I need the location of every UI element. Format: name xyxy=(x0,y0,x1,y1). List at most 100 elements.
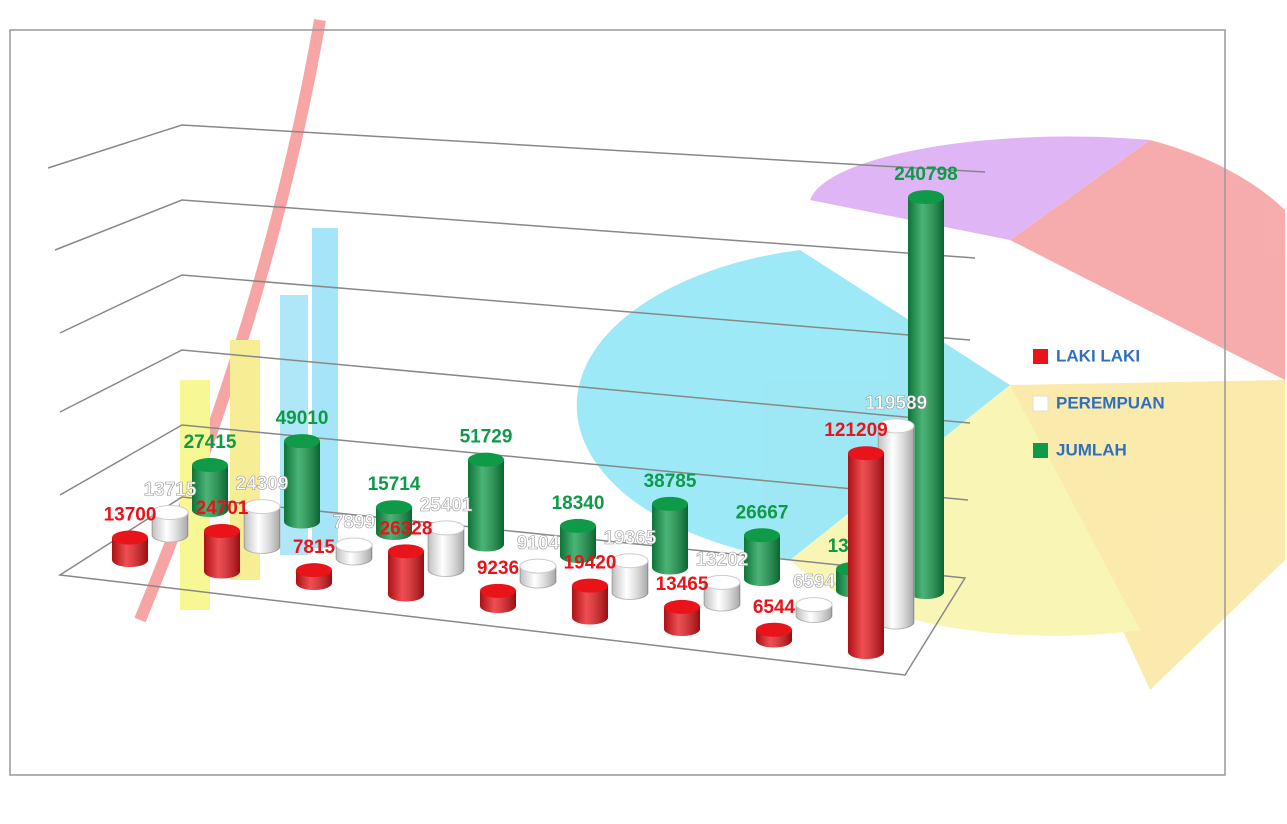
bar-shade xyxy=(468,459,504,552)
bar xyxy=(848,446,884,659)
bar-shade xyxy=(204,530,240,579)
bar-top xyxy=(744,528,780,543)
bar-top xyxy=(572,578,608,593)
bar xyxy=(427,520,465,577)
value-label: 240798 xyxy=(894,164,957,185)
bar-top xyxy=(480,583,516,598)
bar-shade xyxy=(284,441,320,529)
bar-top xyxy=(795,597,833,613)
bar xyxy=(468,452,504,552)
bar xyxy=(519,558,557,589)
bar-shade xyxy=(428,527,464,577)
bar-top xyxy=(652,496,688,511)
value-label: 15714 xyxy=(368,474,421,495)
value-label: 24701 xyxy=(196,498,249,519)
bar-top xyxy=(560,518,596,533)
bar-top xyxy=(204,523,240,538)
legend-swatch xyxy=(1033,443,1048,458)
value-label: 9236 xyxy=(477,558,519,579)
value-label: 121209 xyxy=(824,420,887,441)
bar xyxy=(388,544,424,602)
bar-top xyxy=(192,458,228,473)
bar xyxy=(756,622,792,648)
bar xyxy=(376,500,412,540)
value-label: 27415 xyxy=(184,432,237,453)
bar-shade xyxy=(112,537,148,567)
value-label: 9104 xyxy=(517,533,560,554)
bar xyxy=(703,574,741,612)
legend-label: LAKI LAKI xyxy=(1056,346,1140,365)
bar-shade xyxy=(848,453,884,659)
bar-shade xyxy=(652,503,688,575)
value-label: 7815 xyxy=(293,537,336,558)
value-label: 13700 xyxy=(104,505,157,526)
bar-top xyxy=(335,537,373,553)
bar xyxy=(744,528,780,586)
value-label: 38785 xyxy=(644,471,697,492)
bar xyxy=(908,190,944,599)
bar xyxy=(480,583,516,613)
legend-label: PEREMPUAN xyxy=(1056,393,1165,412)
bar xyxy=(192,458,228,517)
bar-top xyxy=(519,558,557,574)
bar-top xyxy=(376,500,412,515)
value-label: 13202 xyxy=(696,549,749,570)
bar-shade xyxy=(388,551,424,602)
bar-top xyxy=(112,530,148,545)
value-label: 25401 xyxy=(420,495,473,516)
legend-swatch xyxy=(1032,395,1049,412)
bar xyxy=(877,418,915,630)
legend-swatch xyxy=(1033,349,1048,364)
bar xyxy=(560,518,596,563)
bar xyxy=(112,530,148,567)
legend-label: JUMLAH xyxy=(1056,440,1127,459)
value-label: 7899 xyxy=(333,512,375,533)
bar-top xyxy=(468,452,504,467)
bar-top xyxy=(908,190,944,205)
bar-shade xyxy=(704,582,740,611)
bar xyxy=(243,499,281,554)
bar-shade xyxy=(560,525,596,563)
value-label: 119589 xyxy=(865,393,927,414)
bar-top xyxy=(756,622,792,637)
value-label: 49010 xyxy=(276,408,329,429)
bar-top xyxy=(611,553,649,569)
bar xyxy=(652,496,688,575)
bar xyxy=(664,599,700,636)
bar-top xyxy=(848,446,884,461)
bar-top xyxy=(151,505,189,521)
value-label: 13465 xyxy=(656,574,709,595)
value-label: 13715 xyxy=(144,480,197,501)
value-label: 19365 xyxy=(604,528,657,549)
value-label: 51729 xyxy=(460,427,513,448)
bar-top xyxy=(243,499,281,515)
bar xyxy=(296,563,332,590)
bar xyxy=(611,553,649,600)
frame xyxy=(9,29,1226,776)
bar-top xyxy=(284,434,320,449)
legend: LAKI LAKI PEREMPUAN JUMLAH xyxy=(1032,346,1165,459)
bar-shade xyxy=(612,560,648,600)
bar-shade xyxy=(376,507,412,540)
value-label: 6544 xyxy=(753,597,796,618)
bar-top xyxy=(296,563,332,578)
bar xyxy=(151,505,189,543)
bar-top xyxy=(664,599,700,614)
bar-top xyxy=(427,520,465,536)
bar xyxy=(204,523,240,579)
bar-shade xyxy=(664,606,700,636)
bar-shade xyxy=(572,585,608,625)
bar-shade xyxy=(744,535,780,586)
bar-shade xyxy=(878,425,914,629)
value-label: 26328 xyxy=(380,518,433,539)
bar-shade xyxy=(192,465,228,517)
bar xyxy=(335,537,373,566)
value-label: 19420 xyxy=(564,553,617,574)
grid xyxy=(47,124,986,676)
bar xyxy=(284,434,320,529)
value-label: 26667 xyxy=(736,502,789,523)
bar-shade xyxy=(152,512,188,542)
bar-top xyxy=(388,544,424,559)
bar-shade xyxy=(244,506,280,554)
